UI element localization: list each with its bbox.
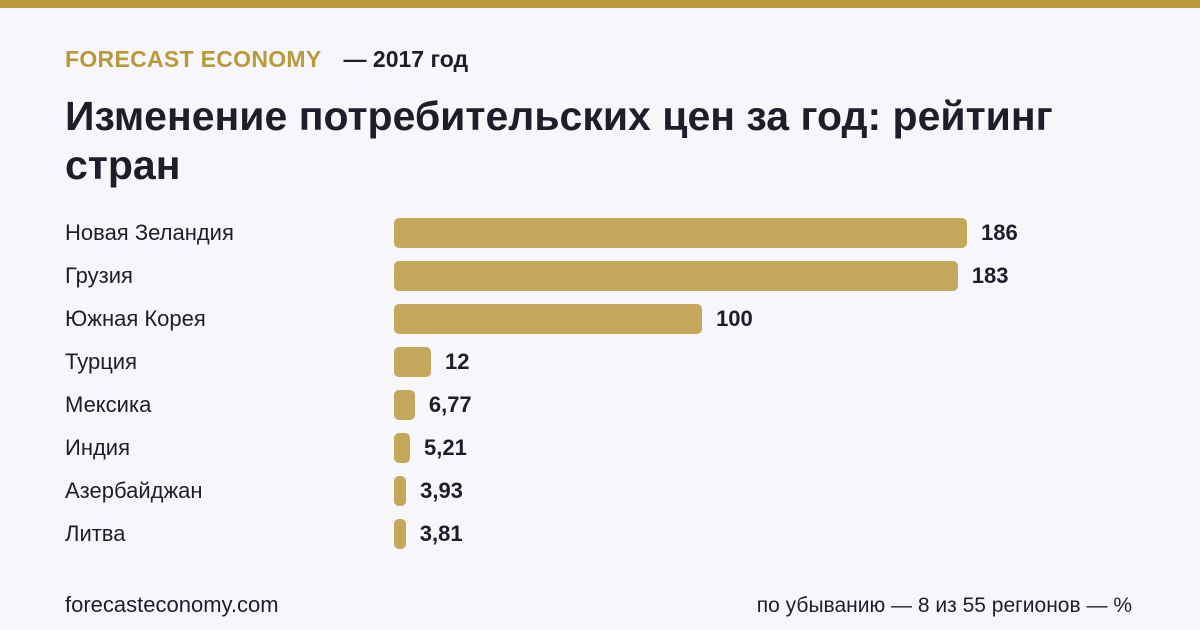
chart-title: Изменение потребительских цен за год: ре… [65, 93, 1053, 188]
value-label: 5,21 [424, 435, 467, 460]
value-label: 3,93 [420, 478, 463, 503]
value-label: 12 [444, 349, 470, 374]
value-label: 186 [981, 220, 1018, 245]
category-label: Турция [65, 349, 137, 374]
bar [394, 519, 406, 549]
category-label: Мексика [65, 392, 152, 417]
brand-row: FORECAST ECONOMY — 2017 год [65, 46, 468, 73]
bar [394, 390, 415, 420]
category-label: Индия [65, 435, 131, 460]
value-label: 100 [716, 306, 753, 331]
year-label: — 2017 год [343, 46, 469, 72]
bar [394, 433, 411, 463]
value-label: 183 [971, 263, 1009, 288]
top-accent-stripe [0, 0, 1200, 8]
category-label: Южная Корея [65, 306, 206, 331]
category-label: Азербайджан [65, 478, 203, 503]
bar [394, 476, 407, 506]
bar [394, 304, 703, 334]
category-label: Новая Зеландия [65, 220, 234, 245]
bar [394, 261, 958, 291]
category-label: Литва [65, 521, 126, 546]
site-url[interactable]: forecasteconomy.com [65, 592, 279, 617]
value-label: 6,77 [428, 392, 472, 417]
bar [394, 347, 431, 377]
category-label: Грузия [65, 263, 133, 288]
value-label: 3,81 [419, 521, 463, 546]
brand-name: FORECAST ECONOMY [65, 46, 322, 72]
bar [394, 218, 967, 248]
chart-note: по убыванию — 8 из 55 регионов — % [756, 594, 1132, 617]
